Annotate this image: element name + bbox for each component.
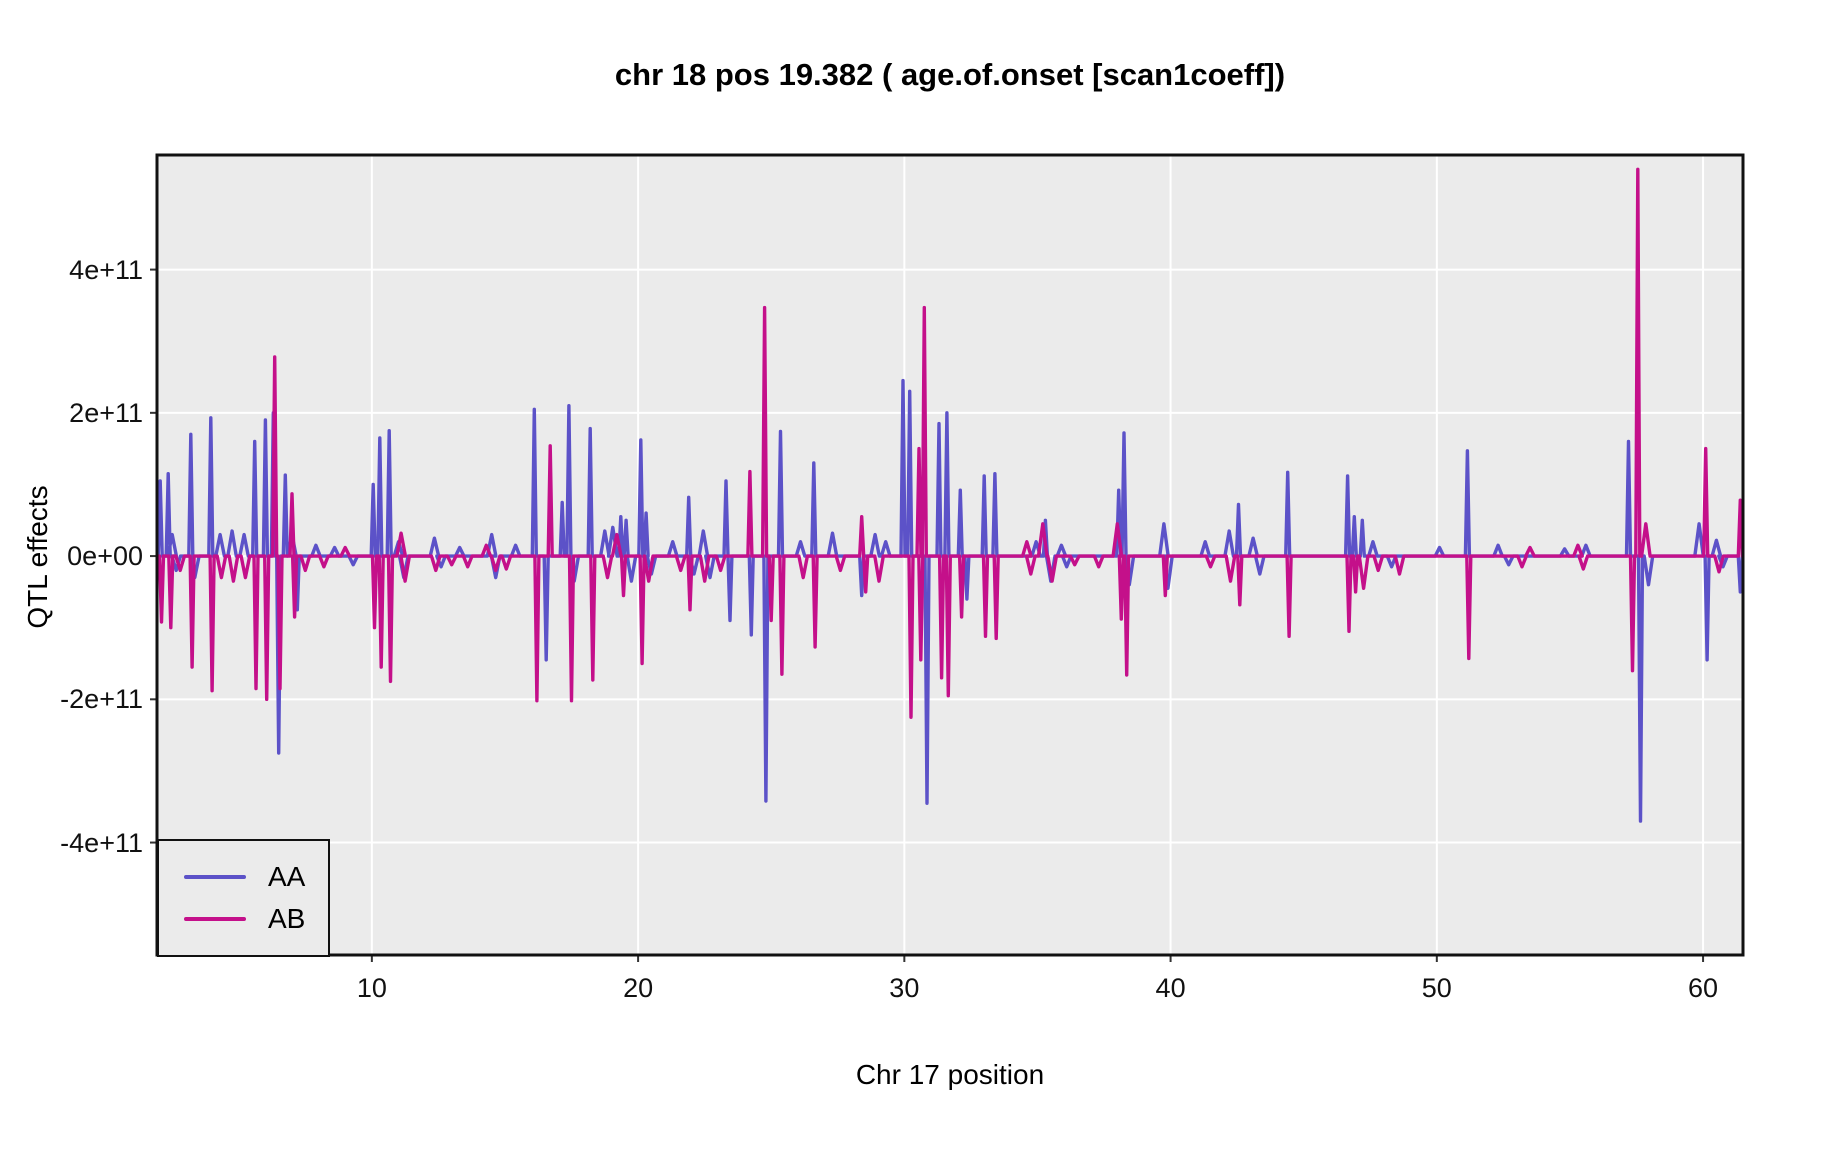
y-tick-label: -2e+11 — [60, 684, 143, 715]
x-tick-label: 50 — [1421, 973, 1452, 1003]
panel-border — [155, 153, 1745, 957]
aa-line-swatch — [184, 874, 246, 880]
x-tick-label: 40 — [1155, 973, 1186, 1003]
legend-entry-aa: AA — [159, 861, 328, 893]
y-tick-label: 4e+11 — [69, 254, 143, 285]
y-tick-label: -4e+11 — [60, 827, 143, 858]
legend: AA AB — [157, 839, 330, 957]
x-axis-title: Chr 17 position — [855, 1059, 1045, 1090]
y-tick-label: 2e+11 — [69, 397, 143, 428]
legend-label-ab: AB — [268, 903, 306, 934]
y-tick-label: 0e+00 — [67, 541, 143, 572]
legend-entry-ab: AB — [159, 903, 328, 935]
legend-label-aa: AA — [268, 861, 306, 892]
ab-line-swatch — [184, 916, 246, 922]
series-AB-line — [157, 167, 1743, 719]
x-tick-label: 30 — [889, 973, 920, 1003]
x-tick-label: 10 — [356, 973, 387, 1003]
chart-title: chr 18 pos 19.382 ( age.of.onset [scan1c… — [614, 57, 1286, 92]
series-AA-line — [157, 378, 1743, 823]
x-tick-label: 60 — [1688, 973, 1719, 1003]
x-tick-label: 20 — [623, 973, 654, 1003]
